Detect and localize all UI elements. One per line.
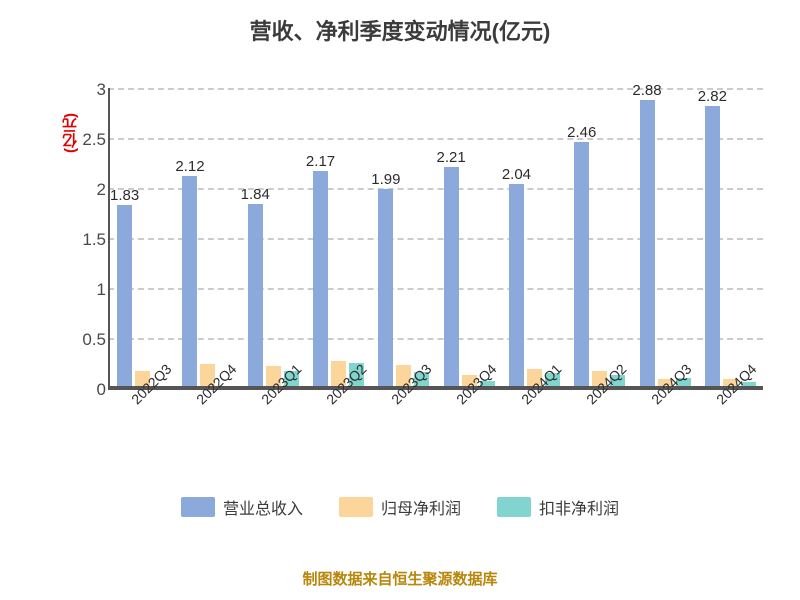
y-tick-label-3: 3 <box>76 80 106 100</box>
bar-revenue-8[interactable]: 2.88 <box>640 100 655 388</box>
bar-label-revenue-1: 2.12 <box>175 158 204 175</box>
bar-revenue-9[interactable]: 2.82 <box>705 106 720 388</box>
bar-revenue-1[interactable]: 2.12 <box>182 176 197 388</box>
bars-container: 1.83 2.12 1.84 2.17 <box>110 88 763 388</box>
bar-group-3: 2.17 <box>306 88 371 388</box>
bar-label-revenue-0: 1.83 <box>110 187 139 204</box>
legend-label-adjprofit: 扣非净利润 <box>539 495 619 519</box>
y-tick-label-1: 1 <box>76 280 106 300</box>
legend-swatch-revenue <box>181 497 215 517</box>
bar-label-revenue-2: 1.84 <box>241 186 270 203</box>
bar-revenue-5[interactable]: 2.21 <box>444 167 459 388</box>
bar-revenue-4[interactable]: 1.99 <box>378 189 393 388</box>
chart-container: 营收、净利季度变动情况(亿元) (亿元) 3 2.5 2 1.5 1 0.5 0 <box>0 0 800 600</box>
bar-group-2: 1.84 <box>241 88 306 388</box>
x-axis-labels: 2022Q3 2022Q4 2023Q1 2023Q2 2023Q3 2023Q… <box>110 388 763 458</box>
legend-label-netprofit: 归母净利润 <box>381 495 461 519</box>
legend-item-revenue[interactable]: 营业总收入 <box>181 495 303 519</box>
legend: 营业总收入 归母净利润 扣非净利润 <box>0 495 800 519</box>
bar-group-8: 2.88 <box>632 88 697 388</box>
footer-text: 制图数据来自恒生聚源数据库 <box>0 568 800 589</box>
bar-group-6: 2.04 <box>502 88 567 388</box>
bar-label-revenue-7: 2.46 <box>567 124 596 141</box>
bar-group-4: 1.99 <box>371 88 436 388</box>
bar-revenue-2[interactable]: 1.84 <box>248 204 263 388</box>
bar-group-5: 2.21 <box>436 88 501 388</box>
bar-label-revenue-3: 2.17 <box>306 153 335 170</box>
bar-revenue-0[interactable]: 1.83 <box>117 205 132 388</box>
bar-group-9: 2.82 <box>698 88 763 388</box>
bar-group-1: 2.12 <box>175 88 240 388</box>
y-tick-label-1-5: 1.5 <box>76 230 106 250</box>
plot-area: 3 2.5 2 1.5 1 0.5 0 1.83 <box>108 88 763 388</box>
bar-label-revenue-5: 2.21 <box>437 149 466 166</box>
bar-label-revenue-6: 2.04 <box>502 166 531 183</box>
bar-group-0: 1.83 <box>110 88 175 388</box>
bar-revenue-7[interactable]: 2.46 <box>574 142 589 388</box>
legend-item-adjprofit[interactable]: 扣非净利润 <box>497 495 619 519</box>
y-tick-label-2-5: 2.5 <box>76 130 106 150</box>
y-tick-label-0-5: 0.5 <box>76 330 106 350</box>
bar-revenue-3[interactable]: 2.17 <box>313 171 328 388</box>
y-tick-label-2: 2 <box>76 180 106 200</box>
legend-swatch-adjprofit <box>497 497 531 517</box>
bar-revenue-6[interactable]: 2.04 <box>509 184 524 388</box>
legend-swatch-netprofit <box>339 497 373 517</box>
bar-group-7: 2.46 <box>567 88 632 388</box>
legend-item-netprofit[interactable]: 归母净利润 <box>339 495 461 519</box>
legend-label-revenue: 营业总收入 <box>223 495 303 519</box>
chart-title: 营收、净利季度变动情况(亿元) <box>0 0 800 46</box>
y-tick-label-0: 0 <box>76 380 106 400</box>
bar-label-revenue-9: 2.82 <box>698 88 727 105</box>
bar-label-revenue-4: 1.99 <box>371 171 400 188</box>
bar-label-revenue-8: 2.88 <box>632 82 661 99</box>
